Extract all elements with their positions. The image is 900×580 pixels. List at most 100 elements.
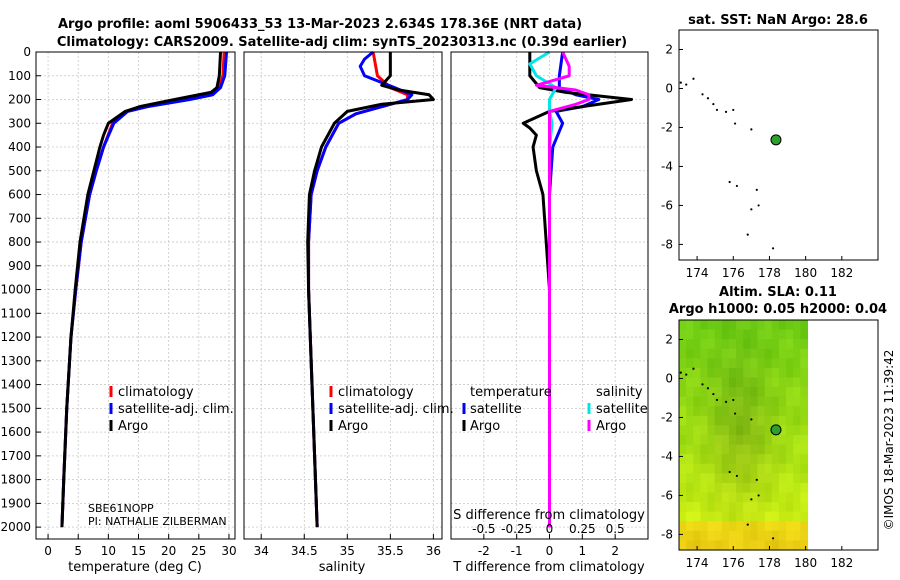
heatmap-cell [700, 511, 709, 522]
heatmap-cell [778, 482, 787, 494]
heatmap-cell [778, 406, 787, 417]
y-tick-label: 300 [8, 116, 31, 130]
heatmap-cell [743, 377, 751, 388]
heatmap-cell [728, 463, 737, 474]
difference-salinity-legend: salinity satellite Argo [587, 385, 648, 434]
heatmap-cell [800, 502, 809, 513]
heatmap-cell [707, 425, 716, 436]
heatmap-cell [686, 358, 694, 369]
heatmap-cell [721, 387, 730, 398]
heatmap-cell [700, 406, 709, 417]
heatmap-cell [679, 415, 687, 427]
track-point [746, 233, 749, 236]
heatmap-cell [750, 454, 759, 465]
heatmap-cell [693, 463, 702, 474]
lat-tick-label: -2 [661, 120, 673, 134]
heatmap-cell [757, 348, 766, 359]
heatmap-cell [721, 492, 730, 503]
heatmap-cell [693, 482, 702, 494]
heatmap-cell [736, 377, 744, 388]
lon-tick-label: 174 [686, 556, 709, 570]
y-tick-label: 1200 [0, 330, 31, 344]
y-tick-label: 1800 [0, 473, 31, 487]
heatmap-cell [764, 367, 773, 379]
heatmap-cell [700, 377, 709, 388]
heatmap-cell [778, 454, 787, 465]
sla-map-track [679, 367, 782, 540]
heatmap-cell [693, 521, 702, 532]
heatmap-cell [707, 348, 716, 359]
track-point [728, 180, 731, 184]
temperature-axes-frame [35, 51, 236, 540]
heatmap-cell [714, 521, 723, 532]
heatmap-cell [679, 367, 687, 379]
heatmap-cell [686, 540, 694, 551]
heatmap-cell [771, 329, 780, 340]
track-point [771, 537, 775, 540]
heatmap-cell [686, 511, 694, 522]
heatmap-cell [714, 396, 723, 407]
heatmap-cell [786, 367, 794, 379]
heatmap-cell [736, 473, 744, 484]
heatmap-cell [679, 377, 687, 388]
heatmap-cell [793, 473, 801, 484]
heatmap-cell [764, 473, 773, 484]
sla-map-title-line2: Argo h1000: 0.05 h2000: 0.04 [669, 302, 887, 317]
difference-x-ticks: -2 -1 0 1 2 [478, 534, 619, 558]
track-point [679, 371, 682, 374]
heatmap-cell [721, 425, 730, 436]
s-tick-label: 0.25 [569, 522, 596, 536]
heatmap-cell [743, 406, 751, 417]
heatmap-cell [693, 454, 702, 465]
lat-tick-label: 2 [665, 42, 673, 56]
heatmap-cell [700, 444, 709, 455]
heatmap-cell [728, 320, 737, 331]
heatmap-cell [700, 454, 709, 465]
series-line-t-argo [521, 52, 634, 528]
heatmap-cell [786, 348, 794, 359]
s-tick-label: -0.5 [472, 522, 495, 536]
heatmap-cell [743, 339, 751, 350]
series-line-climatology [60, 51, 226, 528]
heatmap-cell [750, 396, 759, 407]
heatmap-cell [714, 367, 723, 379]
heatmap-cell [778, 530, 787, 542]
heatmap-cell [693, 425, 702, 436]
x-tick-label: -1 [511, 544, 523, 558]
heatmap-cell [786, 511, 794, 522]
heatmap-cell [686, 415, 694, 427]
heatmap-cell [686, 521, 694, 532]
heatmap-cell [757, 358, 766, 369]
heatmap-cell [693, 540, 702, 551]
heatmap-cell [700, 463, 709, 474]
heatmap-cell [714, 482, 723, 494]
heatmap-cell [800, 320, 809, 331]
track-point [685, 373, 688, 376]
heatmap-cell [693, 492, 702, 503]
heatmap-cell [707, 415, 716, 427]
heatmap-cell [707, 473, 716, 484]
heatmap-cell [786, 435, 794, 446]
heatmap-cell [800, 435, 809, 446]
heatmap-cell [778, 348, 787, 359]
track-point [724, 110, 728, 113]
temperature-xlabel: temperature (deg C) [68, 560, 202, 575]
heatmap-cell [750, 377, 759, 388]
heatmap-cell [721, 463, 730, 474]
temperature-profile-panel: 0 5 10 15 20 25 30 0 100 200 300 400 500 600 700 800 90… [0, 45, 236, 575]
heatmap-cell [714, 463, 723, 474]
heatmap-cell [736, 425, 744, 436]
difference-series-group [521, 50, 634, 528]
heatmap-cell [700, 540, 709, 551]
track-point [732, 108, 735, 112]
heatmap-cell [728, 425, 737, 436]
heatmap-cell [757, 367, 766, 379]
lat-tick-label: -4 [661, 159, 673, 173]
x-tick-label: 1 [579, 544, 587, 558]
heatmap-cell [679, 387, 687, 398]
heatmap-cell [721, 406, 730, 417]
heatmap-cell [800, 473, 809, 484]
heatmap-cell [728, 454, 737, 465]
sla-map-ticks: 174 176 178 180 182 -8 -6 -4 -2 0 2 [661, 332, 853, 570]
salinity-profile-panel: 34 34.5 35 35.5 36 salinity climatology sate… [243, 50, 454, 575]
